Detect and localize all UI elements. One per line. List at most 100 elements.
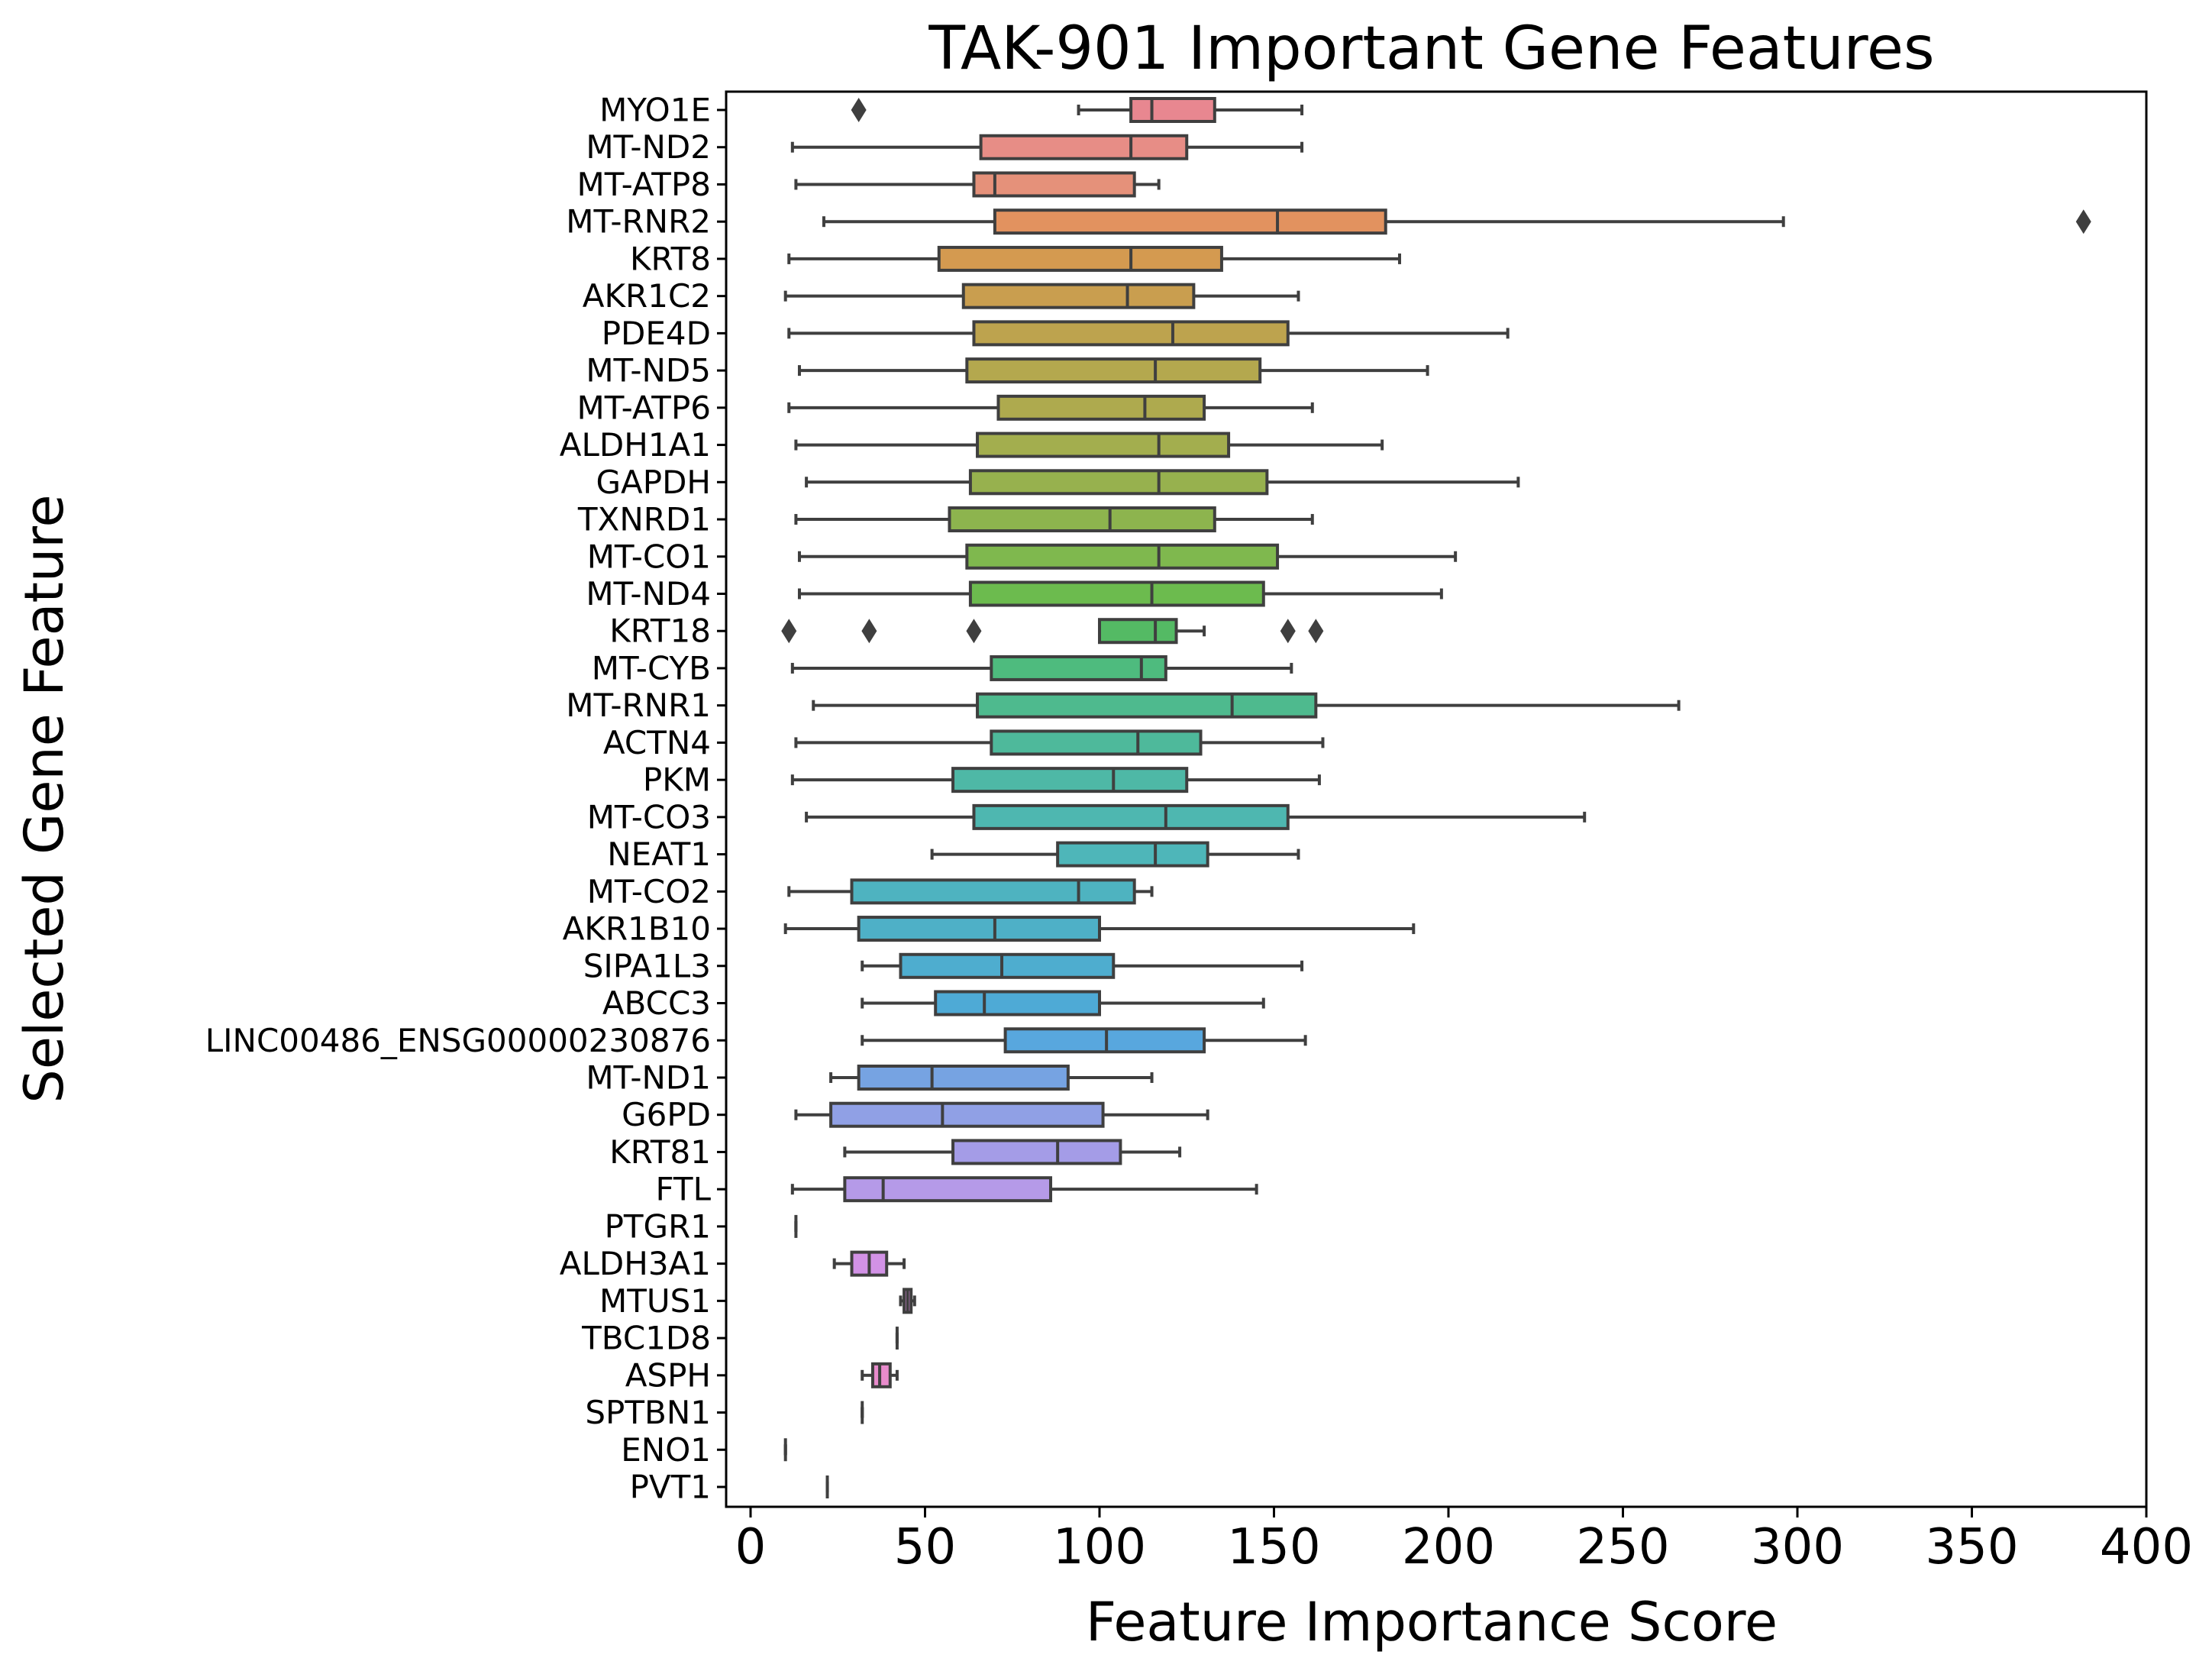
plot-area: [781, 97, 2091, 1499]
y-tick-label: PDE4D: [602, 315, 711, 352]
box: [937, 245, 1223, 272]
x-tick-label: 100: [1053, 1519, 1146, 1576]
box-group-aldh1a1: [794, 431, 1384, 458]
box-group-sipa1l3: [861, 952, 1304, 979]
y-tick-label: MT-ATP8: [577, 166, 711, 203]
box: [972, 320, 1290, 347]
outlier-point: [861, 619, 877, 644]
y-tick-label: MT-RNR2: [566, 203, 711, 241]
y-tick-label: MT-ND2: [586, 128, 711, 166]
box-group-actn4: [794, 729, 1325, 756]
box-group-mtus1: [899, 1288, 916, 1314]
x-tick-label: 350: [1925, 1519, 2018, 1576]
y-tick-label: PTGR1: [605, 1207, 711, 1245]
box: [843, 1176, 1053, 1203]
box: [951, 1139, 1122, 1165]
y-tick-label: AKR1B10: [563, 910, 711, 948]
box-group-pkm: [790, 767, 1321, 793]
y-tick-label: LINC00486_ENSG00000230876: [205, 1022, 711, 1059]
box: [968, 469, 1269, 496]
box-group-akr1c2: [783, 283, 1300, 309]
box-group-mt-nd4: [797, 580, 1443, 607]
y-tick-label: GAPDH: [596, 464, 711, 501]
box-group-mt-co3: [805, 803, 1587, 830]
y-tick-label: ALDH1A1: [560, 426, 711, 464]
box: [968, 580, 1265, 607]
box: [990, 655, 1167, 681]
outlier-point: [1280, 619, 1296, 644]
box-group-mt-nd5: [797, 357, 1429, 384]
outlier-point: [1308, 619, 1324, 644]
box-group-mt-co2: [787, 878, 1154, 905]
y-axis: MYO1EMT-ND2MT-ATP8MT-RNR2KRT8AKR1C2PDE4D…: [205, 92, 726, 1506]
box-group-abcc3: [861, 990, 1265, 1016]
box: [1129, 97, 1216, 123]
y-tick-label: KRT18: [609, 612, 711, 650]
box-group-g6pd: [794, 1101, 1209, 1128]
box-group-mt-rnr2: [822, 208, 2091, 235]
box-group-akr1b10: [783, 916, 1416, 942]
y-tick-label: MT-ATP6: [577, 389, 711, 426]
box: [1003, 1027, 1206, 1054]
y-tick-label: KRT8: [630, 240, 711, 277]
chart-title: TAK-901 Important Gene Features: [928, 15, 1934, 83]
outlier-point: [851, 98, 867, 122]
y-tick-label: TXNRD1: [577, 501, 711, 538]
box-group-ftl: [790, 1176, 1258, 1203]
box-group-mt-rnr1: [812, 692, 1681, 719]
box: [961, 283, 1196, 309]
box-group-mt-nd2: [790, 134, 1304, 160]
box: [899, 952, 1116, 979]
box-group-myo1e: [851, 97, 1304, 123]
box: [993, 208, 1387, 235]
box-group-krt8: [787, 245, 1402, 272]
y-tick-label: ACTN4: [603, 724, 711, 761]
x-tick-label: 200: [1402, 1519, 1495, 1576]
y-tick-label: G6PD: [622, 1096, 711, 1133]
box-group-aldh3a1: [832, 1250, 906, 1277]
x-tick-label: 50: [894, 1519, 956, 1576]
box: [972, 803, 1290, 830]
x-tick-label: 250: [1576, 1519, 1669, 1576]
box: [1097, 618, 1178, 645]
y-tick-label: PVT1: [630, 1469, 711, 1506]
box: [829, 1101, 1105, 1128]
x-tick-label: 400: [2100, 1519, 2193, 1576]
box: [976, 431, 1231, 458]
box-group-krt81: [843, 1139, 1182, 1165]
box: [857, 916, 1101, 942]
box: [1056, 841, 1209, 868]
box-group-pde4d: [787, 320, 1510, 347]
x-tick-label: 0: [735, 1519, 767, 1576]
y-tick-label: ALDH3A1: [560, 1245, 711, 1282]
y-tick-label: ENO1: [621, 1431, 711, 1469]
y-tick-label: MT-CO2: [587, 873, 711, 910]
y-tick-label: AKR1C2: [583, 277, 711, 315]
y-tick-label: MT-ND4: [586, 575, 711, 612]
y-tick-label: SPTBN1: [585, 1394, 711, 1431]
box-group-gapdh: [805, 469, 1520, 496]
box: [990, 729, 1203, 756]
box: [857, 1064, 1070, 1091]
box: [934, 990, 1101, 1016]
box-group-mt-co1: [797, 543, 1458, 570]
y-tick-label: MT-ND5: [586, 352, 711, 389]
y-tick-label: MT-ND1: [586, 1059, 711, 1096]
x-tick-label: 150: [1227, 1519, 1320, 1576]
y-tick-label: MYO1E: [599, 92, 711, 129]
box: [976, 692, 1318, 719]
outlier-point: [781, 619, 797, 644]
box: [996, 394, 1206, 421]
box-group-krt18: [781, 618, 1324, 645]
box: [870, 1362, 892, 1388]
outlier-point: [966, 619, 982, 644]
y-tick-label: KRT81: [609, 1133, 711, 1171]
box-group-mt-nd1: [829, 1064, 1154, 1091]
box: [972, 171, 1136, 198]
y-tick-label: MTUS1: [599, 1282, 711, 1320]
plot-frame: [725, 90, 2148, 1508]
box-group-mt-atp8: [794, 171, 1161, 198]
y-tick-label: MT-CO1: [587, 538, 711, 575]
x-axis-title: Feature Importance Score: [1086, 1591, 1778, 1653]
